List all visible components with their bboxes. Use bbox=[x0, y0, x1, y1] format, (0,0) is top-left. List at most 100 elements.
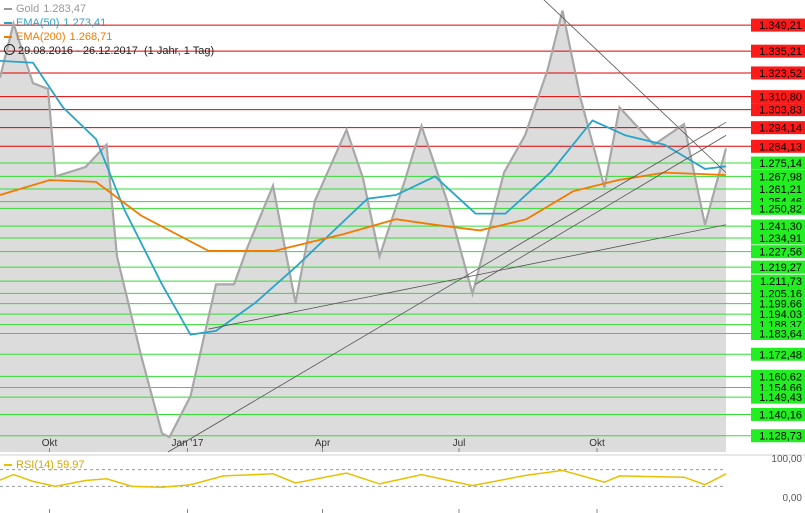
legend-rsi-value: 59,97 bbox=[56, 459, 85, 471]
x-tick-label-1: Jan '17 bbox=[172, 438, 204, 449]
support-label-text-19: 1.140,16 bbox=[759, 409, 802, 421]
support-label-box-18 bbox=[751, 390, 805, 404]
resistance-label-box-3 bbox=[751, 90, 805, 104]
x-tick-label-3: Jul bbox=[453, 438, 466, 449]
legend-period: 29.08.2016 - 26.12.2017 (1 Jahr, 1 Tag) bbox=[4, 44, 214, 58]
support-label-1: 1.267,98 bbox=[751, 169, 805, 183]
support-label-text-14: 1.183,64 bbox=[759, 328, 802, 340]
legend-period-info: (1 Jahr, 1 Tag) bbox=[144, 45, 215, 57]
ema200-swatch-icon bbox=[4, 36, 12, 39]
support-label-18: 1.149,43 bbox=[751, 390, 805, 404]
support-label-6: 1.234,91 bbox=[751, 231, 805, 245]
legend-ema50-name: EMA(50) bbox=[16, 17, 60, 29]
support-label-box-12 bbox=[751, 307, 805, 321]
x-tick-label-2: Apr bbox=[315, 438, 331, 449]
rsi-line bbox=[0, 469, 727, 488]
ema50-swatch-icon bbox=[4, 22, 12, 25]
support-label-12: 1.194,03 bbox=[751, 307, 805, 321]
support-label-box-11 bbox=[751, 297, 805, 311]
support-label-text-18: 1.149,43 bbox=[759, 392, 802, 404]
resistance-label-text-6: 1.284,13 bbox=[759, 141, 802, 153]
support-label-4: 1.250,82 bbox=[751, 201, 805, 215]
resistance-label-text-4: 1.303,83 bbox=[759, 105, 802, 117]
support-label-text-0: 1.275,14 bbox=[759, 158, 802, 170]
resistance-label-0: 1.349,21 bbox=[751, 18, 805, 32]
support-label-20: 1.128,73 bbox=[751, 429, 805, 443]
resistance-label-box-5 bbox=[751, 121, 805, 135]
support-label-box-20 bbox=[751, 429, 805, 443]
support-label-box-16 bbox=[751, 369, 805, 383]
support-label-text-6: 1.234,91 bbox=[759, 233, 802, 245]
support-label-text-4: 1.250,82 bbox=[759, 203, 802, 215]
resistance-label-box-1 bbox=[751, 44, 805, 58]
support-label-text-16: 1.160,62 bbox=[759, 371, 802, 383]
support-label-box-15 bbox=[751, 347, 805, 361]
resistance-label-text-2: 1.323,52 bbox=[759, 68, 802, 80]
legend-ema50-value: 1.273,41 bbox=[63, 17, 107, 29]
support-label-box-19 bbox=[751, 407, 805, 421]
resistance-label-box-2 bbox=[751, 66, 805, 80]
legend-ema50: EMA(50) 1.273,41 bbox=[4, 16, 106, 30]
legend-gold-value: 1.283,47 bbox=[43, 3, 87, 15]
rsi-scale-label-0: 100,00 bbox=[771, 454, 802, 465]
legend-ema200: EMA(200) 1.268,71 bbox=[4, 30, 112, 44]
ema50-line bbox=[0, 60, 727, 336]
support-label-16: 1.160,62 bbox=[751, 369, 805, 383]
support-label-box-8 bbox=[751, 260, 805, 274]
support-label-14: 1.183,64 bbox=[751, 326, 805, 340]
legend-rsi-name: RSI(14) bbox=[16, 459, 54, 471]
trendline-0 bbox=[167, 121, 727, 453]
resistance-label-4: 1.303,83 bbox=[751, 103, 805, 117]
resistance-label-1: 1.335,21 bbox=[751, 44, 805, 58]
gold-price-line bbox=[0, 10, 728, 439]
resistance-label-text-1: 1.335,21 bbox=[759, 46, 802, 58]
legend-ema200-name: EMA(200) bbox=[16, 31, 66, 43]
gold-swatch-icon bbox=[4, 8, 12, 11]
clock-icon bbox=[4, 44, 15, 55]
x-tick-label-4: Okt bbox=[589, 438, 605, 449]
support-label-box-1 bbox=[751, 169, 805, 183]
support-label-box-6 bbox=[751, 231, 805, 245]
legend-rsi: RSI(14) 59,97 bbox=[4, 459, 85, 471]
support-label-text-5: 1.241,30 bbox=[759, 221, 802, 233]
support-label-text-2: 1.261,21 bbox=[759, 184, 802, 196]
support-label-box-14 bbox=[751, 326, 805, 340]
support-label-2: 1.261,21 bbox=[751, 182, 805, 196]
resistance-label-3: 1.310,80 bbox=[751, 90, 805, 104]
support-label-text-15: 1.172,48 bbox=[759, 349, 802, 361]
support-label-box-7 bbox=[751, 245, 805, 259]
resistance-label-box-0 bbox=[751, 18, 805, 32]
trendline-3 bbox=[543, 0, 727, 173]
trendline-1 bbox=[208, 224, 727, 330]
gold-area-fill bbox=[0, 10, 726, 452]
support-label-text-12: 1.194,03 bbox=[759, 309, 802, 321]
legend-gold-name: Gold bbox=[16, 3, 40, 15]
resistance-label-6: 1.284,13 bbox=[751, 139, 805, 153]
resistance-label-text-0: 1.349,21 bbox=[759, 20, 802, 32]
support-label-8: 1.219,27 bbox=[751, 260, 805, 274]
legend-gold: Gold 1.283,47 bbox=[4, 2, 86, 16]
support-label-text-9: 1.211,73 bbox=[760, 276, 802, 288]
support-label-text-20: 1.128,73 bbox=[759, 431, 802, 443]
legend-ema200-value: 1.268,71 bbox=[69, 31, 113, 43]
x-tick-label-0: Okt bbox=[42, 438, 58, 449]
resistance-label-box-4 bbox=[751, 103, 805, 117]
support-label-19: 1.140,16 bbox=[751, 407, 805, 421]
resistance-label-box-6 bbox=[751, 139, 805, 153]
legend-period-range: 29.08.2016 - 26.12.2017 bbox=[18, 45, 138, 57]
support-label-text-8: 1.219,27 bbox=[759, 262, 802, 274]
trendline-2 bbox=[475, 135, 727, 285]
support-label-box-9 bbox=[751, 274, 805, 288]
resistance-label-5: 1.294,14 bbox=[751, 121, 805, 135]
resistance-label-text-5: 1.294,14 bbox=[759, 123, 802, 135]
support-label-box-5 bbox=[751, 219, 805, 233]
support-label-9: 1.211,73 bbox=[751, 274, 805, 288]
support-label-text-1: 1.267,98 bbox=[759, 171, 802, 183]
resistance-label-2: 1.323,52 bbox=[751, 66, 805, 80]
support-label-text-7: 1.227,56 bbox=[759, 247, 802, 259]
support-label-box-0 bbox=[751, 156, 805, 170]
support-label-0: 1.275,14 bbox=[751, 156, 805, 170]
resistance-label-text-3: 1.310,80 bbox=[759, 92, 802, 104]
